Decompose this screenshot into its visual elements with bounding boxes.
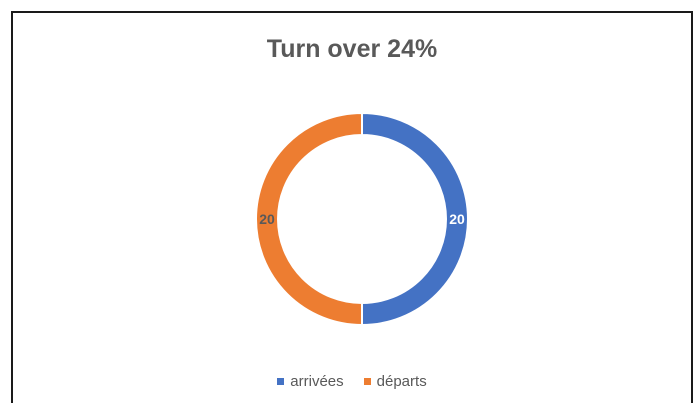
donut-slice-1 bbox=[255, 111, 363, 327]
data-label-0: 20 bbox=[449, 211, 465, 227]
chart-title: Turn over 24% bbox=[266, 35, 438, 63]
legend-item-0: arrivées bbox=[277, 373, 344, 390]
legend-swatch-0 bbox=[277, 378, 285, 385]
data-label-1: 20 bbox=[259, 211, 275, 227]
legend-label-0: arrivées bbox=[290, 373, 344, 390]
chart-area: Turn over 24% 20 20 arrivées départs bbox=[11, 11, 693, 403]
legend-item-1: départs bbox=[363, 373, 427, 390]
legend-label-1: départs bbox=[376, 373, 427, 390]
legend-swatch-1 bbox=[363, 378, 371, 385]
chart-legend: arrivées départs bbox=[13, 373, 691, 390]
